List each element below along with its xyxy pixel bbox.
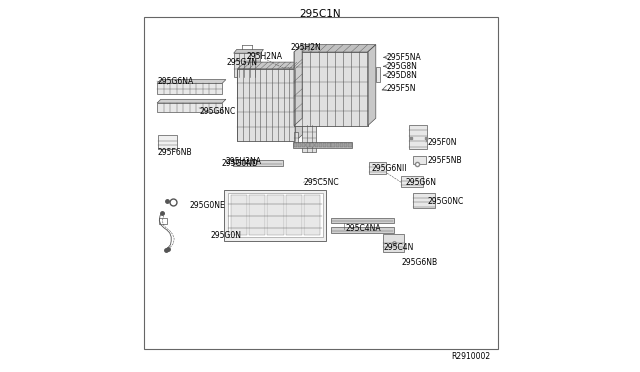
- Text: 295G6N: 295G6N: [406, 178, 436, 187]
- Bar: [332, 143, 335, 147]
- Text: 295G7N: 295G7N: [227, 58, 257, 67]
- Bar: [383, 234, 404, 252]
- Bar: [401, 176, 422, 187]
- Bar: [413, 156, 426, 164]
- Bar: [157, 83, 222, 94]
- Bar: [327, 143, 331, 147]
- Bar: [159, 218, 168, 224]
- Bar: [319, 143, 322, 147]
- Polygon shape: [234, 49, 264, 53]
- Text: 295H2NA: 295H2NA: [246, 52, 282, 61]
- Text: 295H2NA: 295H2NA: [225, 157, 261, 166]
- Bar: [237, 69, 295, 141]
- Polygon shape: [294, 45, 302, 126]
- Bar: [331, 218, 394, 223]
- Bar: [340, 143, 343, 147]
- Text: 295G6NII: 295G6NII: [371, 164, 407, 173]
- Bar: [228, 193, 323, 237]
- Bar: [158, 135, 177, 149]
- Bar: [302, 125, 316, 152]
- Text: 295F6NB: 295F6NB: [157, 148, 192, 157]
- Text: 295F0N: 295F0N: [428, 138, 458, 147]
- Polygon shape: [295, 62, 303, 141]
- Text: 295G0NC: 295G0NC: [428, 197, 464, 206]
- Bar: [323, 143, 326, 147]
- Bar: [294, 132, 298, 145]
- Text: 295G0ND: 295G0ND: [221, 159, 259, 168]
- Bar: [249, 195, 265, 235]
- Bar: [335, 143, 339, 147]
- Bar: [268, 195, 284, 235]
- Text: 295G0N: 295G0N: [211, 231, 241, 240]
- Bar: [376, 67, 380, 81]
- Text: 295F5N: 295F5N: [386, 84, 416, 93]
- Text: 295G6NC: 295G6NC: [199, 107, 236, 116]
- Text: 295C4NA: 295C4NA: [346, 224, 381, 233]
- Bar: [369, 162, 386, 174]
- Text: 295C5NC: 295C5NC: [303, 178, 339, 187]
- Bar: [310, 143, 314, 147]
- Bar: [224, 190, 326, 241]
- Bar: [294, 143, 297, 147]
- Bar: [293, 142, 352, 148]
- Bar: [234, 53, 260, 77]
- Bar: [232, 160, 283, 166]
- Bar: [315, 143, 318, 147]
- Text: 295G0NE: 295G0NE: [189, 201, 225, 210]
- Bar: [157, 103, 222, 112]
- Text: 295C1N: 295C1N: [299, 9, 341, 19]
- Bar: [331, 227, 394, 232]
- Text: 295F5NB: 295F5NB: [428, 156, 463, 165]
- Text: 295C4N: 295C4N: [384, 243, 414, 252]
- Bar: [413, 193, 435, 208]
- Text: 295G6NA: 295G6NA: [157, 77, 193, 86]
- Bar: [306, 143, 310, 147]
- Text: 295G6NB: 295G6NB: [402, 258, 438, 267]
- Text: 295H2N: 295H2N: [291, 43, 321, 52]
- Text: R2910002: R2910002: [451, 352, 490, 361]
- Bar: [231, 195, 247, 235]
- Bar: [344, 143, 348, 147]
- Text: 295D8N: 295D8N: [386, 71, 417, 80]
- Text: 295G8N: 295G8N: [386, 62, 417, 71]
- Bar: [286, 195, 302, 235]
- Bar: [298, 143, 301, 147]
- Polygon shape: [294, 45, 376, 52]
- Text: 295F5NA: 295F5NA: [386, 53, 421, 62]
- Polygon shape: [157, 99, 226, 103]
- Bar: [294, 52, 367, 126]
- Bar: [304, 195, 321, 235]
- Polygon shape: [237, 62, 303, 69]
- Polygon shape: [157, 80, 226, 83]
- Bar: [145, 17, 498, 349]
- Bar: [302, 143, 305, 147]
- Polygon shape: [367, 45, 376, 126]
- Bar: [410, 125, 427, 149]
- Bar: [348, 143, 351, 147]
